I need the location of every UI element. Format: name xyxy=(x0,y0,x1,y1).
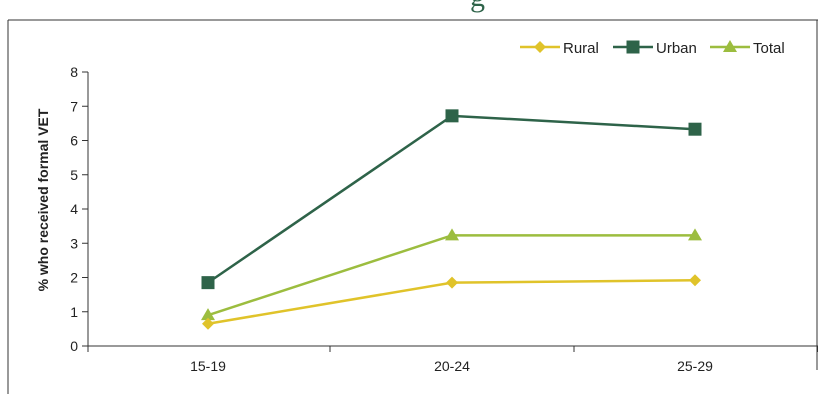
data-point-total xyxy=(201,308,215,321)
x-tick-label: 15-19 xyxy=(190,358,226,374)
data-point-urban xyxy=(445,109,459,123)
legend-label-urban: Urban xyxy=(656,40,697,57)
y-tick-label: 8 xyxy=(70,64,78,80)
legend-marker-rural xyxy=(534,41,546,53)
y-tick-label: 7 xyxy=(70,98,78,114)
data-point-total xyxy=(445,228,459,241)
data-point-urban xyxy=(688,122,702,136)
y-tick-label: 0 xyxy=(70,338,78,354)
y-axis-label: % who received formal VET xyxy=(35,108,51,291)
legend-label-rural: Rural xyxy=(563,40,599,57)
x-tick-label: 25-29 xyxy=(677,358,713,374)
y-tick-label: 5 xyxy=(70,167,78,183)
y-tick-label: 4 xyxy=(70,201,78,217)
y-tick-label: 6 xyxy=(70,133,78,149)
legend-label-total: Total xyxy=(753,40,785,57)
data-point-rural xyxy=(202,317,214,330)
axes: 0 1 2 3 4 5 6 7 8 15-19 20-24 25-29 xyxy=(70,64,818,374)
y-tick-label: 2 xyxy=(70,270,78,286)
legend: Rural Urban Total xyxy=(520,40,785,57)
series-line-total xyxy=(207,234,695,317)
x-tick-label: 20-24 xyxy=(434,358,470,374)
data-point-rural xyxy=(689,274,701,287)
data-point-rural xyxy=(446,276,458,289)
data-point-urban xyxy=(201,276,215,290)
series-layer xyxy=(201,109,702,330)
y-tick-label: 3 xyxy=(70,235,78,251)
data-point-total xyxy=(688,228,702,241)
legend-marker-total xyxy=(723,40,737,52)
legend-marker-urban xyxy=(626,40,640,54)
series-line-urban xyxy=(207,114,696,284)
y-tick-label: 1 xyxy=(70,304,78,320)
cropped-title-fragment: g xyxy=(470,0,485,13)
